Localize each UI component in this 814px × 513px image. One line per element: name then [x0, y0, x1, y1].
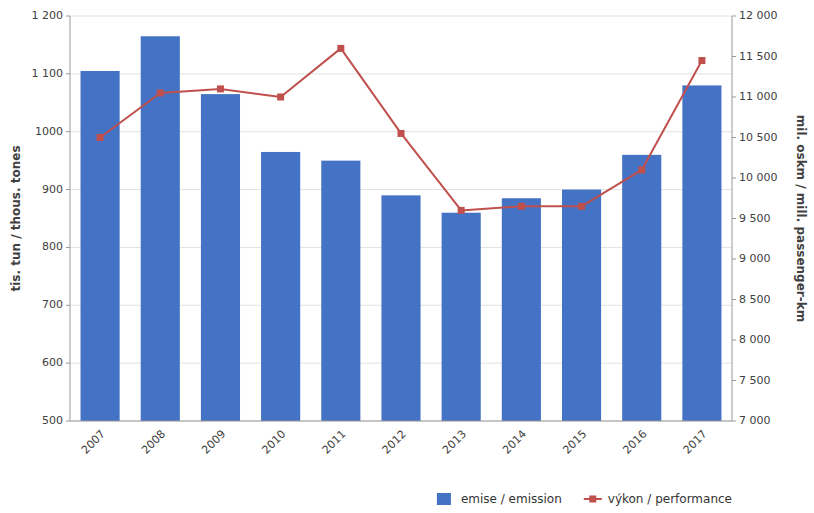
- marker: [458, 207, 465, 214]
- marker: [217, 85, 224, 92]
- x-tick-label: 2007: [79, 428, 108, 457]
- y-tick: [66, 73, 70, 74]
- y-tick-label: 700: [42, 298, 63, 311]
- marker: [578, 203, 585, 210]
- bar: [622, 155, 661, 421]
- marker: [97, 134, 104, 141]
- line: [100, 48, 702, 210]
- legend-swatch: [437, 493, 451, 505]
- y2-tick: [732, 340, 736, 341]
- marker: [277, 94, 284, 101]
- grid-line: [70, 16, 732, 17]
- y2-tick: [732, 178, 736, 179]
- grid: [70, 16, 732, 421]
- chart: 500 600 700 800 900 1000 1 100 1 200 7 000 7 500 8…: [0, 0, 814, 513]
- y-tick-label: 500: [42, 414, 63, 427]
- y2-tick: [732, 97, 736, 98]
- y2-tick-label: 7 000: [739, 414, 771, 427]
- x-tick-label: 2014: [500, 428, 529, 457]
- y2-tick-label: 12 000: [739, 9, 778, 22]
- y-tick: [66, 421, 70, 422]
- x-tick-label: 2016: [621, 428, 650, 457]
- marker: [638, 166, 645, 173]
- y2-tick-label: 10 000: [739, 171, 778, 184]
- y2-tick-label: 10 500: [739, 131, 778, 144]
- bar: [682, 85, 721, 421]
- bar: [562, 190, 601, 421]
- y-tick: [66, 16, 70, 17]
- x-tick-label: 2012: [380, 428, 409, 457]
- legend-label: výkon / performance: [608, 492, 732, 506]
- marker: [157, 89, 164, 96]
- y-tick-label: 600: [42, 356, 63, 369]
- bar: [321, 161, 360, 421]
- x-tick-label: 2015: [560, 428, 589, 457]
- y2-tick-label: 9 000: [739, 252, 771, 265]
- bar: [81, 71, 120, 421]
- marker: [698, 57, 705, 64]
- y2-tick: [732, 380, 736, 381]
- x-tick-label: 2017: [681, 428, 710, 457]
- x-tick-label: 2013: [440, 428, 469, 457]
- y-axis-title: tis. tun / thous. tones: [9, 145, 23, 291]
- y-tick-label: 1 100: [32, 67, 64, 80]
- bar: [201, 94, 240, 421]
- y2-tick: [732, 56, 736, 57]
- y2-tick: [732, 218, 736, 219]
- x-tick-label: 2008: [139, 428, 168, 457]
- y2-tick-label: 7 500: [739, 374, 771, 387]
- y2-tick-label: 8 000: [739, 333, 771, 346]
- y2-tick: [732, 299, 736, 300]
- plot-data: [81, 36, 722, 421]
- y-tick-label: 1 200: [32, 9, 64, 22]
- y2-tick-label: 8 500: [739, 293, 771, 306]
- y-axis-line: [70, 16, 71, 421]
- x-tick-label: 2010: [259, 428, 288, 457]
- y2-tick: [732, 259, 736, 260]
- x-tick-label: 2009: [199, 428, 228, 457]
- y-tick: [66, 305, 70, 306]
- y2-axis-title: mil. oskm / mill. passenger-km: [794, 115, 808, 322]
- y2-tick: [732, 137, 736, 138]
- bar: [381, 195, 420, 421]
- y-tick: [66, 247, 70, 248]
- bar: [502, 198, 541, 421]
- y-tick: [66, 131, 70, 132]
- marker: [518, 203, 525, 210]
- x-tick-label: 2011: [320, 428, 349, 457]
- marker: [337, 45, 344, 52]
- y2-tick: [732, 16, 736, 17]
- legend-label: emise / emission: [461, 492, 562, 506]
- bar: [261, 152, 300, 421]
- x-axis-line: [70, 421, 732, 422]
- bar: [141, 36, 180, 421]
- y-tick-label: 1000: [35, 125, 63, 138]
- y-tick-label: 900: [42, 183, 63, 196]
- y-tick: [66, 363, 70, 364]
- bar: [442, 213, 481, 421]
- legend: emise / emission výkon / performance: [437, 492, 732, 506]
- y2-tick: [732, 421, 736, 422]
- y2-tick-label: 9 500: [739, 212, 771, 225]
- y2-tick-label: 11 500: [739, 50, 778, 63]
- grid-line: [70, 421, 732, 422]
- marker: [398, 130, 405, 137]
- legend-marker: [589, 496, 596, 503]
- axes: 500 600 700 800 900 1000 1 100 1 200 7 000 7 500 8…: [32, 9, 778, 457]
- y-tick-label: 800: [42, 240, 63, 253]
- y-tick: [66, 189, 70, 190]
- y2-tick-label: 11 000: [739, 90, 778, 103]
